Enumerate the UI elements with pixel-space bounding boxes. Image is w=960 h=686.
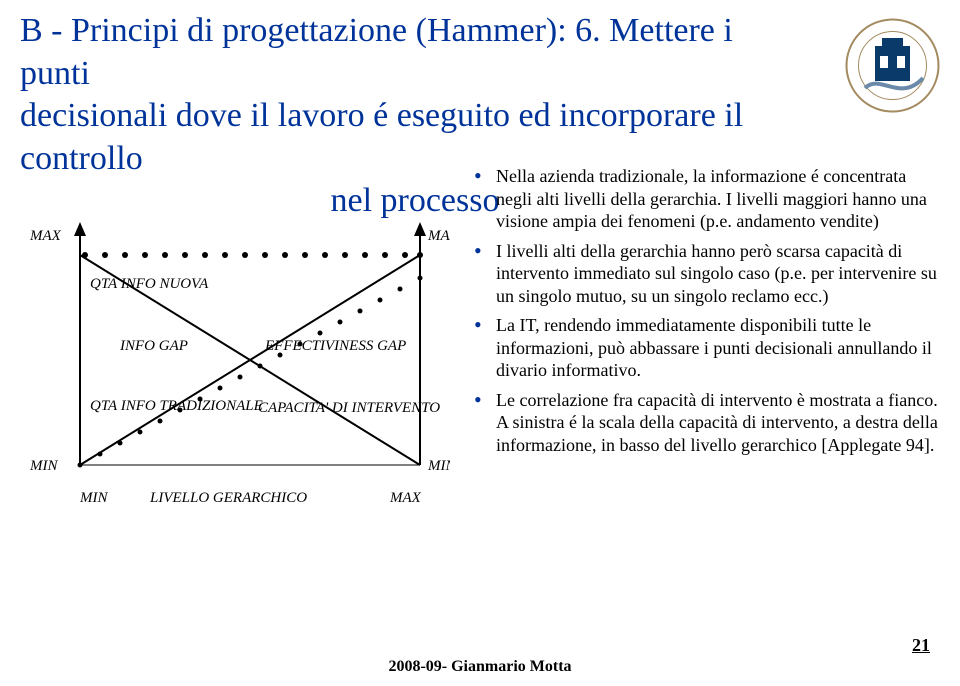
x-max: MAX	[389, 490, 422, 506]
title-line-1: B - Principi di progettazione (Hammer): …	[20, 12, 733, 92]
logo-svg	[845, 18, 940, 113]
page-number: 21	[912, 635, 930, 656]
page-number-text: 21	[912, 635, 930, 655]
y-left-min: MIN	[29, 458, 58, 474]
bullet-list: Nella azienda tradizionale, la informazi…	[470, 165, 938, 463]
bullet-item: I livelli alti della gerarchia hanno per…	[492, 240, 938, 308]
bullet-text: La IT, rendendo immediatamente disponibi…	[496, 315, 932, 380]
y-right-max: MAX	[427, 228, 450, 244]
logo	[845, 18, 940, 113]
label-capacita-intervento: CAPACITA' DI INTERVENTO	[258, 400, 440, 416]
label-info-gap: INFO GAP	[119, 338, 188, 354]
label-qta-nuova: QTA INFO NUOVA	[90, 276, 209, 292]
bullet-item: Le correlazione fra capacità di interven…	[492, 389, 938, 457]
footer: 2008-09- Gianmario Motta	[0, 658, 960, 676]
x-title: LIVELLO GERARCHICO	[149, 490, 307, 506]
bullet-text: Nella azienda tradizionale, la informazi…	[496, 166, 927, 231]
label-effectiviness-gap: EFFECTIVINESS GAP	[264, 338, 406, 354]
bullet-item: Nella azienda tradizionale, la informazi…	[492, 165, 938, 233]
y-left-max: MAX	[29, 228, 62, 244]
bullet-text: I livelli alti della gerarchia hanno per…	[496, 241, 937, 306]
x-min: MIN	[79, 490, 108, 506]
slide: B - Principi di progettazione (Hammer): …	[0, 0, 960, 686]
y-right-min: MIN	[427, 458, 450, 474]
diagram-svg: MAX MIN MAX MIN MIN MAX LIVELLO GERARCHI…	[20, 190, 450, 550]
bullet-text: Le correlazione fra capacità di interven…	[496, 390, 938, 455]
footer-text: 2008-09- Gianmario Motta	[388, 658, 571, 675]
diagram: MAX MIN MAX MIN MIN MAX LIVELLO GERARCHI…	[20, 190, 450, 550]
bullet-item: La IT, rendendo immediatamente disponibi…	[492, 314, 938, 382]
label-qta-tradizionale: QTA INFO TRADIZIONALE	[90, 398, 263, 414]
